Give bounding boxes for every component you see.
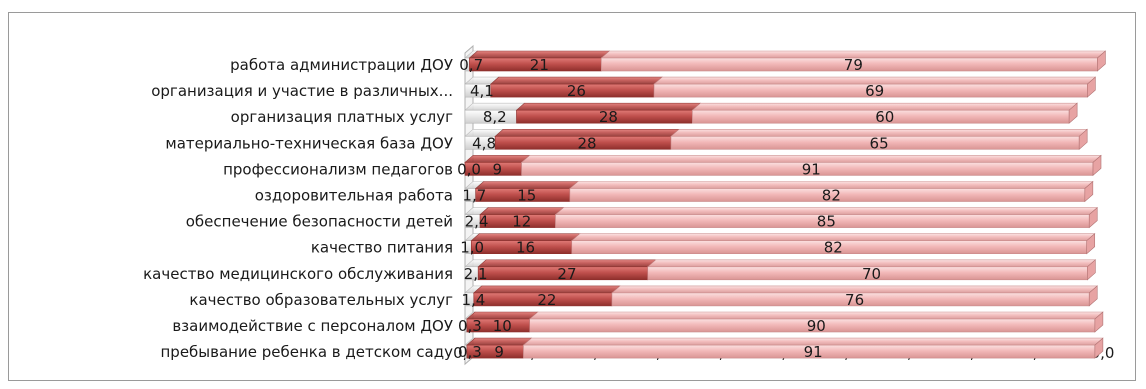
chart-frame: 0,010,020,030,040,050,060,070,080,090,01…	[8, 12, 1136, 381]
bar-end-cap	[1084, 180, 1094, 203]
data-label: 91	[804, 343, 823, 361]
bar-end-cap	[1068, 102, 1078, 124]
data-label: 9	[494, 343, 504, 361]
category-label: материально-техническая база ДОУ	[165, 134, 453, 152]
data-label: 90	[807, 317, 826, 335]
data-label: 1,7	[462, 187, 486, 205]
data-label: 8,2	[483, 108, 507, 126]
data-label: 76	[845, 291, 864, 309]
bar-end-cap	[1078, 128, 1088, 150]
data-label: 1,4	[461, 291, 485, 309]
category-label: обеспечение безопасности детей	[186, 213, 453, 231]
data-label: 82	[822, 187, 841, 205]
bar-end-cap	[1094, 337, 1104, 359]
data-label: 85	[817, 213, 836, 231]
data-label: 2,1	[464, 265, 488, 283]
bar-end-cap	[1092, 154, 1102, 177]
data-label: 65	[870, 134, 889, 152]
data-label: 28	[578, 134, 597, 152]
data-label: 0,0	[457, 160, 481, 178]
category-label: профессионализм педагогов	[223, 160, 453, 178]
category-label: качество питания	[311, 239, 453, 257]
data-label: 0,3	[458, 343, 482, 361]
data-label: 0,3	[458, 317, 482, 335]
category-label: организация и участие в различных...	[151, 82, 453, 100]
data-label: 82	[824, 239, 843, 257]
data-label: 69	[865, 82, 884, 100]
category-label: качество образовательных услуг	[189, 291, 453, 309]
data-label: 4,8	[472, 134, 496, 152]
bar-end-cap	[1094, 311, 1104, 333]
bar-end-cap	[1087, 76, 1096, 98]
data-label: 21	[530, 56, 549, 74]
data-label: 16	[516, 239, 535, 257]
data-label: 22	[537, 291, 556, 309]
bar-end-cap	[1087, 259, 1096, 281]
category-label: организация платных услуг	[231, 108, 453, 126]
data-label: 70	[862, 265, 881, 283]
data-label: 27	[557, 265, 576, 283]
bar-end-cap	[1086, 233, 1096, 255]
bar-end-cap	[1088, 285, 1098, 307]
data-label: 15	[517, 187, 536, 205]
data-label: 60	[875, 108, 894, 126]
data-label: 0,7	[459, 56, 483, 74]
data-label: 4,1	[470, 82, 494, 100]
data-label: 1,0	[460, 239, 484, 257]
bar-end-cap	[1097, 50, 1106, 72]
bar-end-cap	[1088, 206, 1098, 229]
data-label: 91	[802, 160, 821, 178]
data-label: 9	[492, 160, 502, 178]
data-label: 28	[599, 108, 618, 126]
category-label: взаимодействие с персоналом ДОУ	[172, 317, 453, 335]
category-label: качество медицинского обслуживания	[143, 265, 453, 283]
category-label: оздоровительная работа	[255, 187, 453, 205]
stacked-bar-chart: 0,010,020,030,040,050,060,070,080,090,01…	[143, 44, 1114, 366]
data-label: 10	[493, 317, 512, 335]
data-label: 26	[567, 82, 586, 100]
data-label: 12	[512, 213, 531, 231]
data-label: 2,4	[465, 213, 489, 231]
data-label: 79	[844, 56, 863, 74]
category-label: пребывание ребенка в детском саду	[161, 343, 454, 361]
category-label: работа администрации ДОУ	[230, 56, 453, 74]
